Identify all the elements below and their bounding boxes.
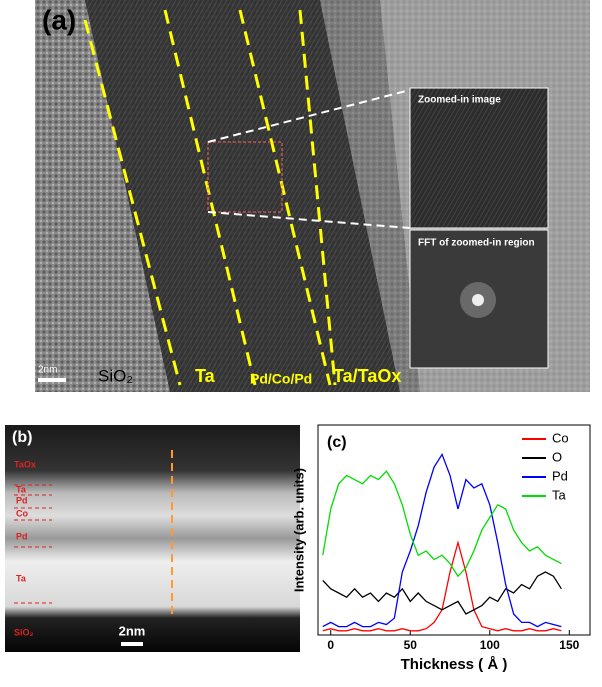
layer-label: Co <box>16 508 28 518</box>
layer-label: Pd <box>16 531 28 541</box>
layer-label: Pd <box>16 495 28 505</box>
zoom-lines <box>207 89 411 229</box>
layer-label: Ta <box>16 573 27 583</box>
scale-label: 2nm <box>119 623 146 638</box>
panel-c: (c) Thickness ( Å ) Intensity (arb. unit… <box>291 424 591 673</box>
layer-label: SiO₂ <box>98 366 133 385</box>
legend-label: Pd <box>552 468 568 483</box>
line-series <box>322 470 562 578</box>
inset-zoom <box>409 87 549 229</box>
zoom-box <box>207 141 283 213</box>
inset-label: Zoomed-in image <box>418 95 501 106</box>
scale-label: 2nm <box>38 365 57 376</box>
line-series <box>322 571 562 615</box>
line-series <box>322 452 562 628</box>
scale-bar <box>121 642 143 646</box>
layer-label: Ta <box>195 366 216 386</box>
film-region <box>85 0 400 392</box>
plot-frame <box>317 424 591 636</box>
layer-label: Pd/Co/Pd <box>250 371 312 387</box>
layer-label: SiO₂ <box>14 627 34 637</box>
layer-label: Ta/TaOx <box>333 366 401 386</box>
legend-label: Co <box>552 430 569 445</box>
scale-bar <box>38 378 66 382</box>
inset-label: FFT of zoomed-in region <box>418 238 535 249</box>
x-tick-label: 0 <box>327 638 334 652</box>
panel-label: (c) <box>327 434 347 451</box>
layer-label: TaOx <box>14 459 36 469</box>
fft-spot <box>472 294 484 306</box>
panel-b: (b) TaOx Ta Pd Co Pd Ta SiO₂ 2nm <box>5 425 300 652</box>
panel-label: (b) <box>12 429 32 446</box>
x-tick-label: 100 <box>480 638 500 652</box>
interface-marks <box>14 484 52 604</box>
stem-image <box>5 425 300 652</box>
panel-a: (a) SiO₂ Ta Pd/Co/Pd Ta/TaOx 2nm Zoomed-… <box>35 0 590 392</box>
interface-lines <box>83 9 337 386</box>
x-axis-label: Thickness ( Å ) <box>401 656 508 673</box>
panel-label: (a) <box>42 4 76 35</box>
oxide-region <box>320 0 420 392</box>
layer-label: Ta <box>16 484 27 494</box>
x-tick-label: 50 <box>404 638 418 652</box>
legend-label: Ta <box>552 487 567 502</box>
x-tick-label: 150 <box>559 638 579 652</box>
legend-label: O <box>552 449 562 464</box>
y-axis-label: Intensity (arb. units) <box>291 468 306 592</box>
